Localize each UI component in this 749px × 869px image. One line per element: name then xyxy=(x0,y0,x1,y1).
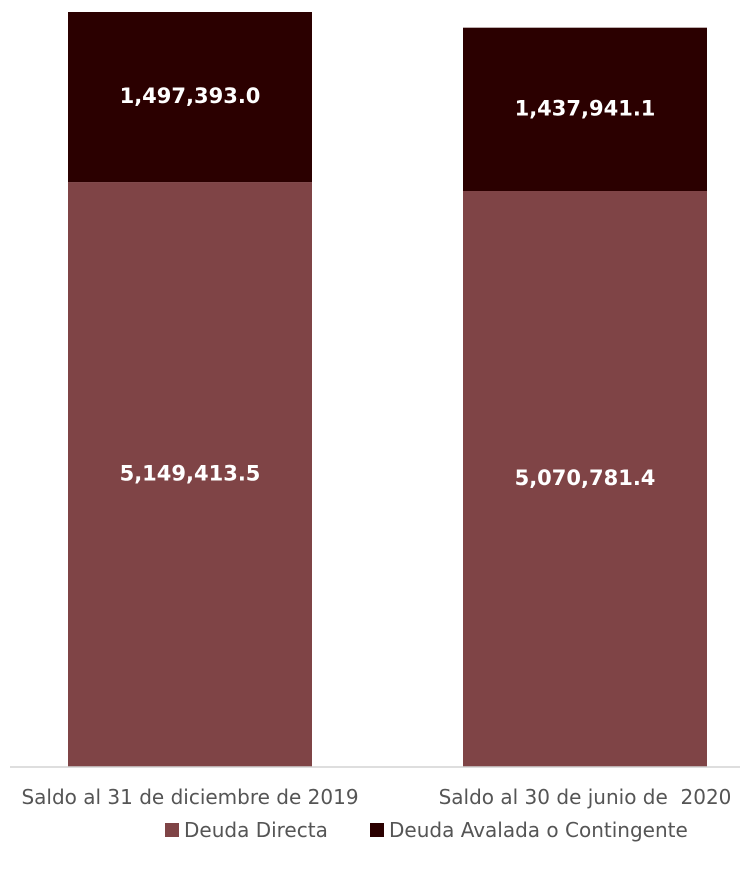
category-label-2: Saldo al 30 de junio de 2020 xyxy=(439,785,732,809)
category-labels-layer: Saldo al 31 de diciembre de 2019 Saldo al… xyxy=(21,785,731,809)
data-labels-layer: 5,149,413.5 1,497,393.0 5,070,781.4 1,437,9… xyxy=(120,84,656,490)
category-label-1: Saldo al 31 de diciembre de 2019 xyxy=(21,785,358,809)
legend-swatch-deuda-avalada xyxy=(370,823,384,837)
bar-deuda-directa-1 xyxy=(68,182,312,768)
data-label-deuda-avalada-1: 1,497,393.0 xyxy=(120,84,261,108)
bar-deuda-avalada-1 xyxy=(68,12,312,183)
legend-swatch-deuda-directa xyxy=(165,823,179,837)
data-label-deuda-directa-2: 5,070,781.4 xyxy=(515,466,656,490)
bar-deuda-directa-2 xyxy=(463,191,707,768)
data-label-deuda-avalada-2: 1,437,941.1 xyxy=(515,96,656,120)
data-label-deuda-directa-1: 5,149,413.5 xyxy=(120,462,261,486)
bar-deuda-avalada-2 xyxy=(463,27,707,192)
legend-label-deuda-avalada: Deuda Avalada o Contingente xyxy=(389,818,688,842)
legend: Deuda Directa Deuda Avalada o Contingente xyxy=(165,818,688,842)
bars-layer xyxy=(68,12,707,768)
legend-label-deuda-directa: Deuda Directa xyxy=(184,818,328,842)
